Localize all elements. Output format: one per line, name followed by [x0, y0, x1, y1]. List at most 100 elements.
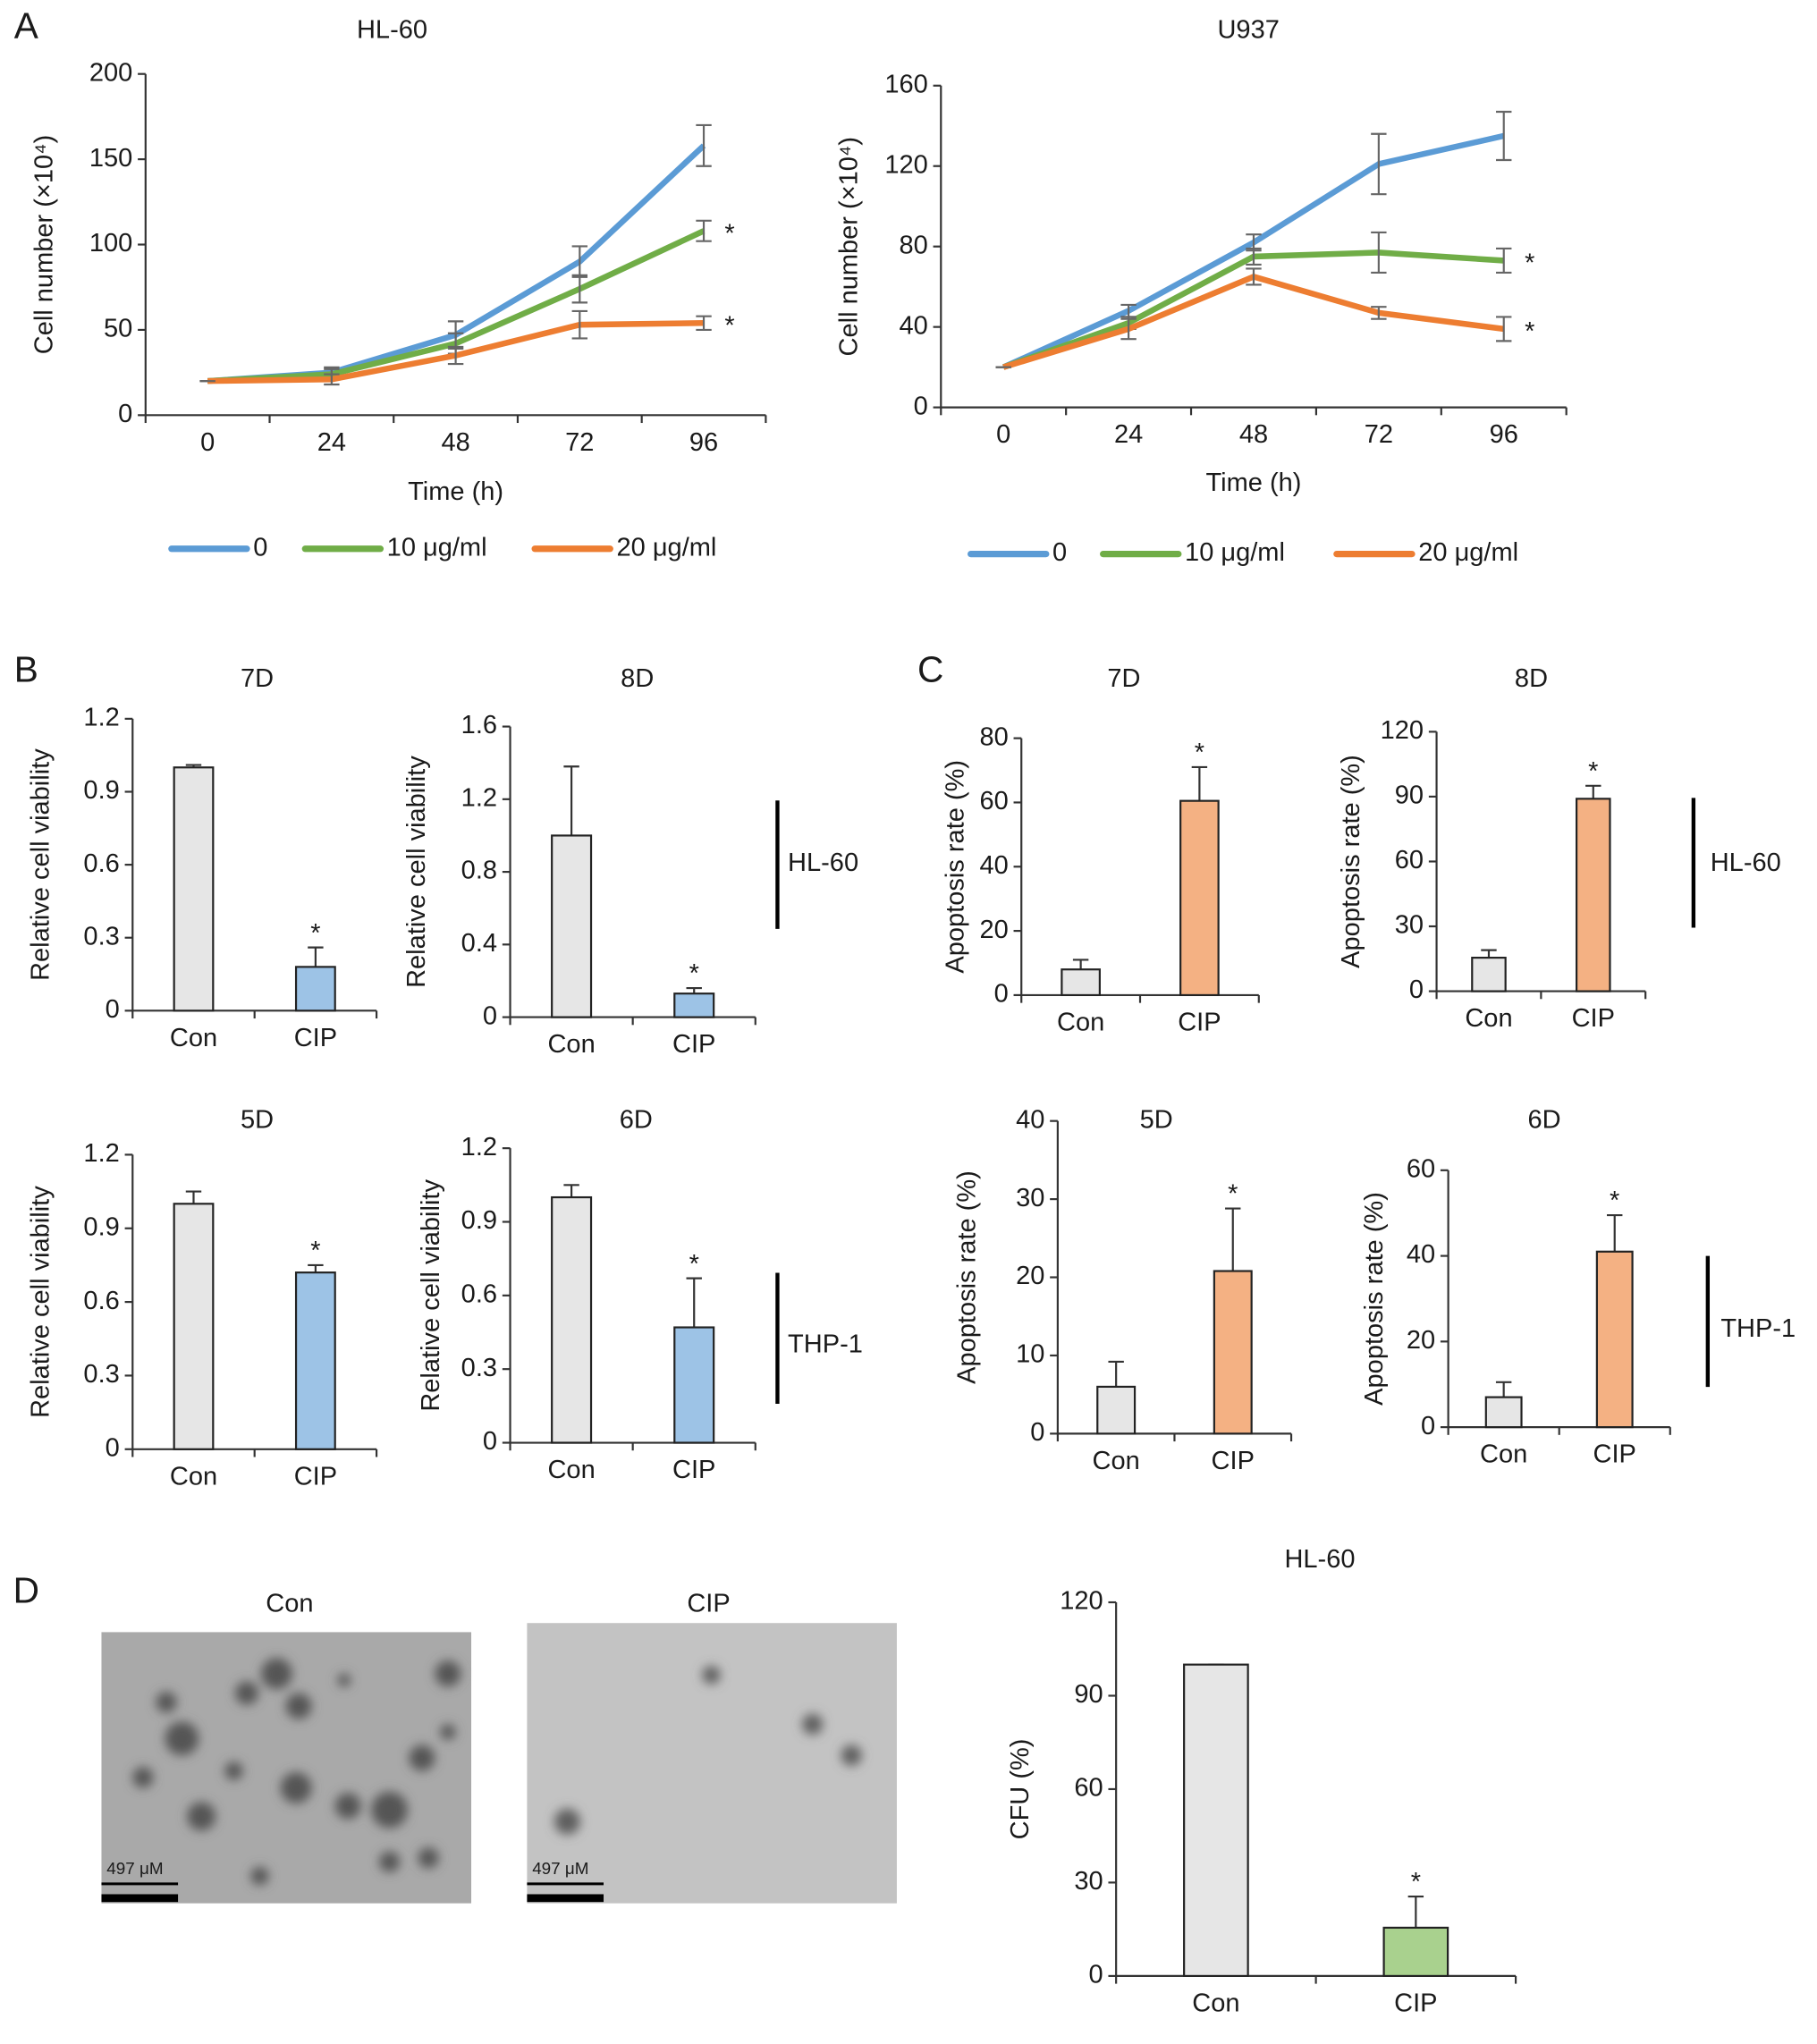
scale-label: 497 μM — [106, 1859, 163, 1878]
bar — [1382, 1926, 1449, 1977]
error-bar — [1246, 247, 1262, 266]
x-tick-label: 96 — [1490, 420, 1518, 449]
significance: * — [1411, 1868, 1421, 1896]
y-tick-label: 0.6 — [461, 1280, 497, 1309]
image-title: Con — [266, 1590, 313, 1618]
y-tick-label: 1.2 — [83, 1139, 119, 1168]
y-axis-label: CFU (%) — [1006, 1739, 1035, 1840]
x-tick-label: 72 — [1365, 420, 1393, 449]
x-tick-label: Con — [547, 1030, 595, 1059]
bar — [1575, 798, 1611, 992]
chart-title: 6D — [1527, 1105, 1560, 1134]
legend-label: 10 μg/ml — [387, 533, 487, 562]
error-bar — [1371, 306, 1387, 320]
bar — [1471, 957, 1507, 992]
x-tick-label: CIP — [294, 1462, 337, 1491]
error-bar — [1481, 949, 1497, 959]
y-tick-label: 0 — [106, 1433, 120, 1462]
y-axis-label: Apoptosis rate (%) — [1360, 1192, 1389, 1406]
micrograph — [101, 1632, 472, 1904]
error-bar — [1496, 110, 1512, 162]
y-tick-label: 0.4 — [461, 929, 497, 958]
chart-title: U937 — [1217, 15, 1279, 44]
y-tick-label: 0.9 — [461, 1206, 497, 1235]
y-tick-label: 0.3 — [83, 1360, 119, 1389]
group-label: THP-1 — [788, 1330, 863, 1358]
panel-label: A — [14, 5, 38, 46]
group-label: THP-1 — [1720, 1314, 1796, 1343]
x-tick-label: 72 — [565, 428, 594, 457]
image-title: CIP — [687, 1590, 730, 1618]
chart-title: 7D — [241, 664, 274, 693]
x-tick-label: 0 — [200, 428, 215, 457]
x-tick-label: Con — [1465, 1004, 1512, 1033]
error-bar — [1496, 247, 1512, 275]
bar — [294, 966, 336, 1012]
x-tick-label: Con — [1057, 1009, 1104, 1037]
error-bar — [308, 946, 324, 967]
x-tick-label: 48 — [1239, 420, 1268, 449]
y-tick-label: 1.6 — [461, 711, 497, 739]
error-bar — [571, 309, 588, 340]
x-tick-label: CIP — [1212, 1447, 1255, 1475]
x-tick-label: CIP — [294, 1024, 337, 1052]
x-tick-label: 48 — [441, 428, 469, 457]
legend-label: 0 — [1052, 538, 1067, 567]
y-axis-label: Apoptosis rate (%) — [952, 1170, 981, 1384]
x-tick-label: 24 — [317, 428, 346, 457]
y-tick-label: 1.2 — [83, 704, 119, 732]
error-bar — [1120, 317, 1137, 341]
y-tick-label: 0 — [118, 400, 132, 428]
legend-label: 0 — [253, 533, 267, 562]
error-bar — [1495, 1381, 1512, 1398]
legend-label: 20 μg/ml — [1418, 538, 1518, 567]
bar — [673, 992, 715, 1018]
error-bar — [571, 274, 588, 304]
y-tick-label: 0 — [483, 1001, 497, 1030]
y-tick-label: 0 — [483, 1427, 497, 1456]
legend-label: 20 μg/ml — [617, 533, 717, 562]
y-tick-label: 0 — [994, 980, 1009, 1009]
x-tick-label: CIP — [672, 1456, 715, 1484]
y-tick-label: 0.9 — [83, 776, 119, 805]
y-tick-label: 30 — [1395, 911, 1424, 940]
x-tick-label: Con — [170, 1462, 217, 1491]
error-bar — [1246, 267, 1262, 286]
x-tick-label: CIP — [672, 1030, 715, 1059]
y-tick-label: 30 — [1074, 1867, 1103, 1896]
y-tick-label: 20 — [1016, 1262, 1044, 1290]
chart-title: 8D — [621, 664, 654, 693]
x-tick-label: Con — [170, 1024, 217, 1052]
y-axis-label: Cell number (×10⁴) — [834, 137, 863, 357]
panel-label: B — [14, 648, 38, 689]
significance: * — [724, 311, 734, 340]
error-bar — [563, 1184, 579, 1198]
x-tick-label: CIP — [1394, 1989, 1437, 2017]
scale-label: 497 μM — [532, 1859, 588, 1878]
group-label: HL-60 — [788, 849, 858, 877]
bar — [551, 1195, 593, 1444]
error-bar — [1191, 765, 1208, 801]
significance: * — [689, 1250, 699, 1279]
error-bar — [185, 1190, 202, 1204]
bar — [173, 1203, 215, 1450]
panel-label: C — [917, 648, 943, 689]
x-tick-label: CIP — [1593, 1440, 1636, 1469]
bar — [1183, 1663, 1249, 1977]
error-bar — [686, 1277, 702, 1328]
y-tick-label: 200 — [89, 58, 132, 87]
x-tick-label: CIP — [1178, 1009, 1221, 1037]
error-bar — [1225, 1207, 1241, 1271]
y-tick-label: 90 — [1395, 781, 1424, 810]
error-bar — [447, 345, 464, 366]
y-tick-label: 40 — [899, 311, 927, 340]
y-tick-label: 80 — [899, 231, 927, 259]
y-tick-label: 0.3 — [461, 1354, 497, 1382]
chart-title: 6D — [620, 1105, 653, 1134]
chart-title: 5D — [241, 1105, 274, 1134]
y-axis-label: Cell number (×10⁴) — [30, 135, 59, 354]
y-tick-label: 0 — [1421, 1412, 1435, 1440]
significance: * — [1525, 249, 1534, 277]
y-tick-label: 1.2 — [461, 783, 497, 812]
error-bar — [563, 765, 579, 836]
